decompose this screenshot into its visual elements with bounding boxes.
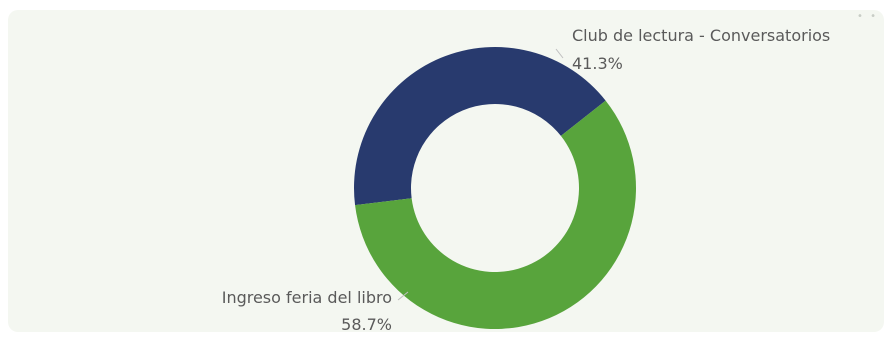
slice-value-club: 41.3%: [572, 54, 623, 73]
slice-label-club: Club de lectura - Conversatorios: [572, 26, 830, 45]
donut-slice-1[interactable]: [355, 100, 636, 330]
donut-slice-0[interactable]: [354, 46, 606, 206]
leader-line-club: [555, 48, 564, 59]
leader-line-feria: [397, 291, 409, 301]
slice-label-feria: Ingreso feria del libro: [222, 288, 392, 307]
more-options-icon[interactable]: • •: [857, 11, 878, 22]
slice-value-feria: 58.7%: [341, 315, 392, 334]
